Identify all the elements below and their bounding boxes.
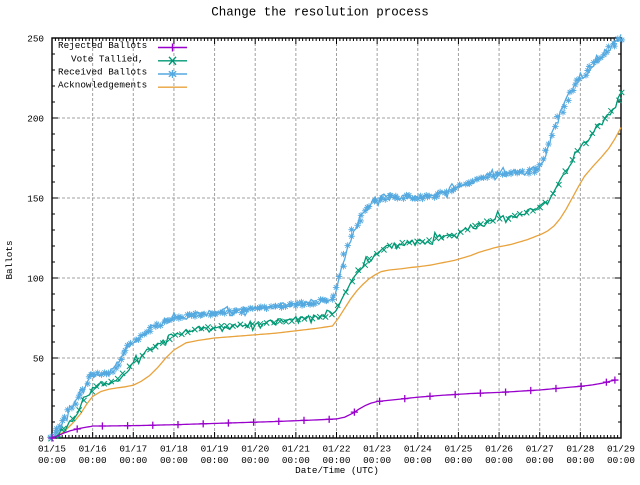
svg-text:50: 50: [33, 353, 44, 364]
svg-text:00:00: 00:00: [79, 455, 107, 466]
svg-text:01/29: 01/29: [607, 444, 635, 455]
svg-text:01/28: 01/28: [566, 444, 594, 455]
svg-text:01/27: 01/27: [526, 444, 554, 455]
svg-text:200: 200: [27, 113, 44, 124]
svg-text:01/21: 01/21: [282, 444, 310, 455]
svg-text:00:00: 00:00: [404, 455, 432, 466]
svg-text:00:00: 00:00: [526, 455, 554, 466]
svg-text:Ballots: Ballots: [4, 240, 15, 279]
svg-text:250: 250: [27, 33, 44, 44]
svg-text:01/26: 01/26: [485, 444, 513, 455]
svg-text:01/16: 01/16: [79, 444, 107, 455]
svg-text:00:00: 00:00: [607, 455, 635, 466]
svg-text:150: 150: [27, 193, 44, 204]
svg-text:Acknowledgements: Acknowledgements: [58, 80, 147, 91]
svg-text:01/22: 01/22: [323, 444, 351, 455]
svg-text:00:00: 00:00: [444, 455, 472, 466]
svg-text:01/24: 01/24: [404, 444, 432, 455]
svg-text:00:00: 00:00: [241, 455, 269, 466]
svg-text:01/25: 01/25: [444, 444, 472, 455]
svg-text:00:00: 00:00: [566, 455, 594, 466]
svg-text:Vote Tallied,: Vote Tallied,: [71, 53, 144, 64]
svg-text:00:00: 00:00: [160, 455, 188, 466]
svg-text:100: 100: [27, 273, 44, 284]
svg-text:00:00: 00:00: [119, 455, 147, 466]
svg-text:Rejected Ballots: Rejected Ballots: [58, 40, 147, 51]
svg-text:Received Ballots: Received Ballots: [58, 67, 147, 78]
svg-text:00:00: 00:00: [38, 455, 66, 466]
svg-text:Date/Time (UTC): Date/Time (UTC): [295, 465, 379, 476]
svg-text:01/15: 01/15: [38, 444, 66, 455]
svg-text:00:00: 00:00: [201, 455, 229, 466]
svg-text:Change the resolution process: Change the resolution process: [211, 6, 429, 20]
svg-text:01/17: 01/17: [119, 444, 147, 455]
svg-text:01/23: 01/23: [363, 444, 391, 455]
svg-text:01/20: 01/20: [241, 444, 269, 455]
svg-text:00:00: 00:00: [485, 455, 513, 466]
svg-text:01/19: 01/19: [201, 444, 229, 455]
svg-text:01/18: 01/18: [160, 444, 188, 455]
